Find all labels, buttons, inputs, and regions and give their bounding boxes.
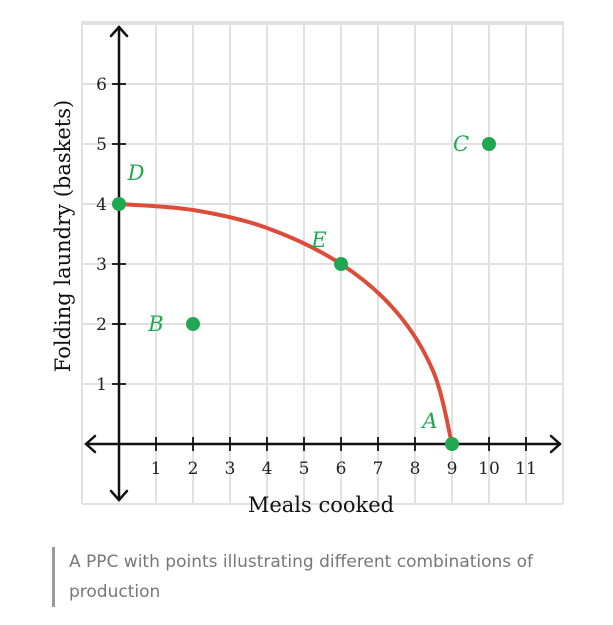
point-label-e: E	[310, 228, 326, 252]
y-tick-label: 5	[96, 135, 107, 155]
data-point-e	[334, 257, 348, 271]
point-labels: A B C D E	[127, 132, 469, 433]
y-axis-arrow-bottom	[109, 489, 129, 502]
x-tick-label: 11	[515, 459, 537, 479]
x-tick-label: 1	[151, 459, 162, 479]
x-axis-title: Meals cooked	[248, 493, 394, 517]
x-tick-label: 7	[373, 459, 384, 479]
x-tick-label: 8	[410, 459, 421, 479]
data-point-d	[112, 197, 126, 211]
grid	[81, 21, 564, 505]
y-tick-labels: 1 2 3 4 5 6	[96, 75, 107, 395]
y-tick-label: 2	[96, 315, 107, 335]
x-tick-label: 5	[299, 459, 310, 479]
figure-caption: A PPC with points illustrating different…	[52, 547, 589, 607]
y-axis-title: Folding laundry (baskets)	[51, 100, 75, 372]
x-tick-label: 9	[447, 459, 458, 479]
x-tick-labels: 1 2 3 4 5 6 7 8 9 10 11	[151, 459, 537, 479]
data-point-a	[445, 437, 459, 451]
y-tick-label: 4	[96, 195, 107, 215]
point-label-d: D	[127, 161, 145, 185]
data-point-c	[482, 137, 496, 151]
data-point-b	[186, 317, 200, 331]
y-axis-arrow-top	[109, 25, 129, 38]
data-points	[112, 137, 496, 451]
x-tick-label: 3	[225, 459, 236, 479]
y-tick-label: 3	[96, 255, 107, 275]
point-label-a: A	[420, 409, 437, 433]
x-axis-arrow-right	[549, 434, 562, 454]
y-tick-label: 6	[96, 75, 107, 95]
x-axis-arrow-left	[84, 434, 97, 454]
x-tick-label: 10	[478, 459, 500, 479]
point-label-c: C	[453, 132, 469, 156]
x-tick-label: 6	[336, 459, 347, 479]
x-tick-label: 4	[262, 459, 273, 479]
y-tick-label: 1	[96, 375, 107, 395]
point-label-b: B	[147, 312, 163, 336]
x-tick-label: 2	[188, 459, 199, 479]
